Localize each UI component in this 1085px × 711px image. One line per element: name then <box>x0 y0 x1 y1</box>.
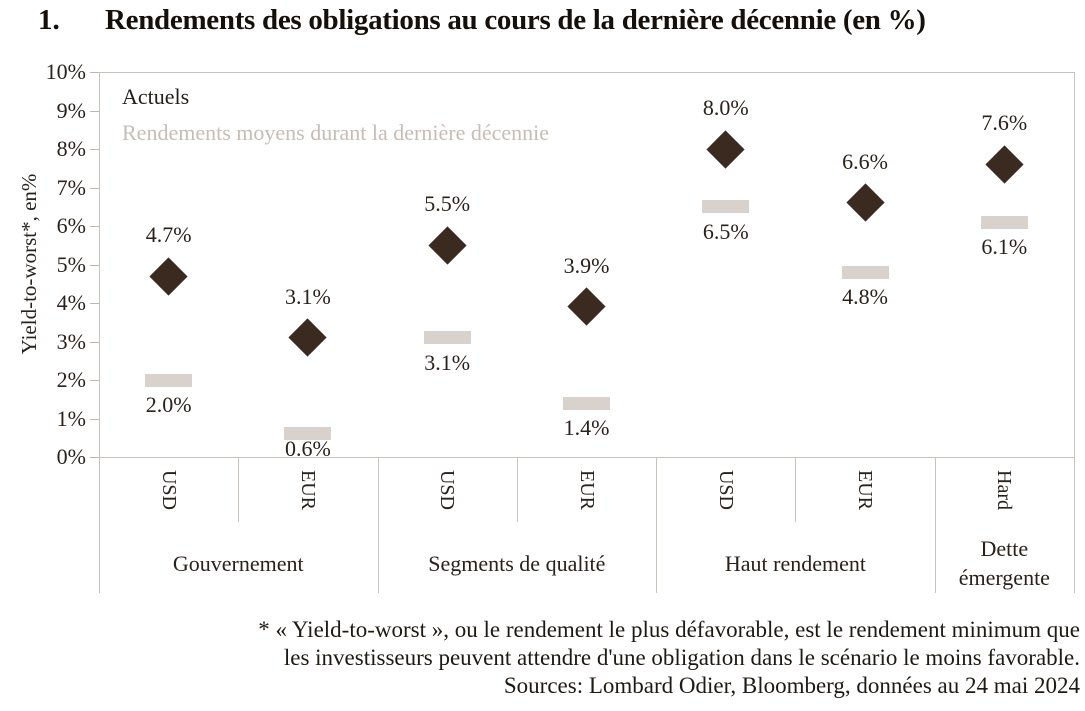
y-tick-mark <box>90 264 99 266</box>
x-group-divider <box>656 457 658 593</box>
y-tick-mark <box>90 72 99 73</box>
y-tick-mark <box>90 149 99 150</box>
y-tick-mark <box>90 457 99 458</box>
actual-marker <box>845 183 885 222</box>
chart-heading: 1. Rendements des obligations au cours d… <box>38 4 926 37</box>
y-tick-label: 5% <box>56 251 86 277</box>
average-value-label: 4.8% <box>842 284 888 310</box>
x-category-label: EUR <box>575 470 598 510</box>
x-group-label: Dette émergente <box>958 536 1050 590</box>
actual-value-label: 6.6% <box>842 148 888 174</box>
average-marker <box>423 331 471 345</box>
y-tick-mark <box>90 380 99 381</box>
x-subcategory-divider <box>795 457 797 522</box>
legend-average: Rendements moyens durant la dernière déc… <box>122 120 550 145</box>
y-tick-label: 9% <box>56 97 86 123</box>
average-value-label: 0.6% <box>285 436 331 461</box>
footnote: * « Yield-to-worst », ou le rendement le… <box>0 616 1080 700</box>
y-tick-label: 1% <box>56 405 86 431</box>
y-tick-label: 4% <box>56 290 86 315</box>
x-group-label: Segments de qualité <box>428 550 606 576</box>
y-tick-label: 3% <box>56 328 86 354</box>
x-axis-line <box>90 457 1075 458</box>
actual-marker <box>149 256 188 296</box>
x-category-label: USD <box>157 469 180 510</box>
y-tick-label: 7% <box>56 174 86 200</box>
y-tick-label: 2% <box>56 367 86 392</box>
actual-marker <box>706 129 745 169</box>
actual-value-label: 4.7% <box>145 222 192 248</box>
figure-number: 1. <box>38 4 60 36</box>
y-tick-mark <box>90 110 99 112</box>
x-group-label: Haut rendement <box>724 550 866 576</box>
y-tick-label: 10% <box>45 59 86 84</box>
actual-value-label: 3.9% <box>563 252 610 278</box>
actual-value-label: 7.6% <box>981 110 1028 136</box>
footnote-line-1: * « Yield-to-worst », ou le rendement le… <box>258 617 1080 642</box>
average-value-label: 1.4% <box>563 415 610 441</box>
y-tick-label: 0% <box>56 444 86 469</box>
actual-marker <box>288 318 328 357</box>
plot-left-border <box>99 72 100 593</box>
plot-right-border <box>1074 72 1075 593</box>
x-group-divider <box>377 457 379 593</box>
actual-value-label: 3.1% <box>285 283 331 309</box>
legend-actuals: Actuels <box>122 84 190 109</box>
y-tick-mark <box>90 418 99 420</box>
average-marker <box>702 200 750 214</box>
x-category-label: Hard <box>993 470 1016 510</box>
x-category-label: USD <box>714 469 737 510</box>
x-category-label: USD <box>436 469 459 510</box>
actual-marker <box>428 226 467 265</box>
average-value-label: 3.1% <box>424 349 471 375</box>
x-group-label: Gouvernement <box>172 550 304 576</box>
average-marker <box>563 396 610 410</box>
average-value-label: 6.1% <box>981 234 1028 260</box>
average-marker <box>145 373 193 387</box>
x-subcategory-divider <box>516 457 518 522</box>
average-marker <box>284 427 332 441</box>
actual-marker <box>567 287 606 326</box>
actual-value-label: 5.5% <box>424 191 471 217</box>
y-tick-mark <box>90 226 99 227</box>
average-marker <box>980 215 1028 229</box>
y-tick-mark <box>90 303 99 304</box>
x-group-divider <box>934 457 936 593</box>
average-marker <box>841 265 889 279</box>
x-category-label: EUR <box>854 470 877 510</box>
x-category-label: EUR <box>296 470 319 510</box>
actual-marker <box>985 145 1024 184</box>
plot-top-border <box>99 72 1075 73</box>
average-value-label: 6.5% <box>702 218 749 244</box>
chart-title: Rendements des obligations au cours de l… <box>105 4 926 36</box>
y-tick-mark <box>90 187 99 189</box>
y-tick-label: 6% <box>56 213 86 238</box>
average-value-label: 2.0% <box>145 392 192 417</box>
y-tick-mark <box>90 341 99 343</box>
x-subcategory-divider <box>238 457 240 522</box>
footnote-line-2: les investisseurs peuvent attendre d'une… <box>283 645 1080 670</box>
actual-value-label: 8.0% <box>702 95 749 120</box>
y-tick-label: 8% <box>56 136 86 161</box>
footnote-sources: Sources: Lombard Odier, Bloomberg, donné… <box>503 673 1080 698</box>
